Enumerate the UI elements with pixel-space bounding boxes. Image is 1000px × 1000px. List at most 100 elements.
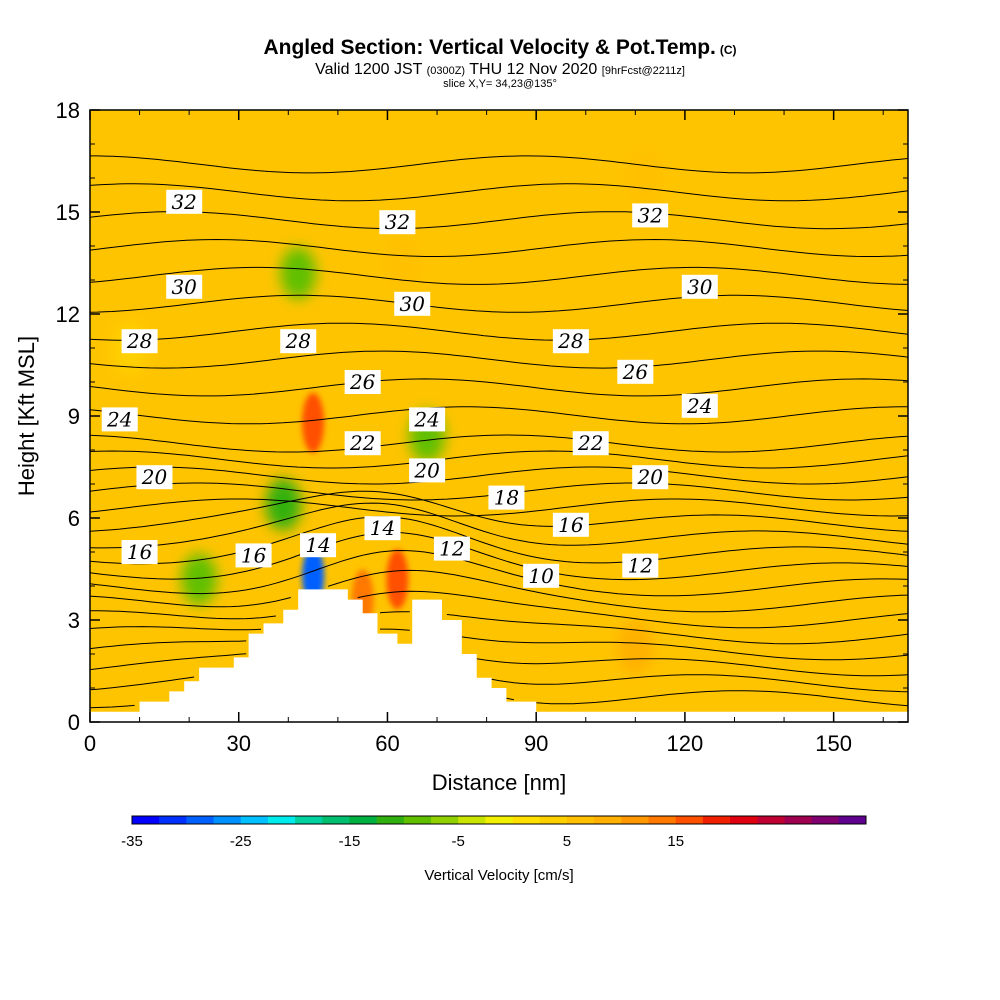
velocity-feature xyxy=(265,478,302,531)
theta-contour xyxy=(90,549,908,597)
colorbar-label: Vertical Velocity [cm/s] xyxy=(424,867,573,884)
colorbar-swatch xyxy=(811,816,840,824)
theta-contour xyxy=(90,590,908,629)
colorbar-swatch xyxy=(349,816,378,824)
plot-area xyxy=(90,110,908,722)
contour-label: 20 xyxy=(136,465,173,490)
title-text: Angled Section: Vertical Velocity & Pot.… xyxy=(263,36,716,59)
axes: 0 30 60 90 120 150 0 3 6 9 12 15 18 xyxy=(56,98,908,756)
svg-text:18: 18 xyxy=(494,486,519,510)
svg-text:16: 16 xyxy=(127,540,153,564)
y-tick-label: 15 xyxy=(56,200,80,225)
svg-text:26: 26 xyxy=(622,360,649,384)
title-units: (C) xyxy=(719,43,737,57)
svg-text:24: 24 xyxy=(686,394,712,418)
svg-text:26: 26 xyxy=(349,370,376,394)
svg-text:32: 32 xyxy=(637,203,662,227)
y-tick-label: 0 xyxy=(68,710,80,735)
svg-text:20: 20 xyxy=(413,458,440,482)
theta-contour xyxy=(90,350,908,369)
colorbar-swatch xyxy=(240,816,269,824)
contour-label: 14 xyxy=(364,516,401,541)
colorbar-swatch xyxy=(267,816,296,824)
velocity-feature xyxy=(384,237,421,289)
y-axis-label: Height [Kft MSL] xyxy=(14,336,39,496)
colorbar-swatch xyxy=(512,816,541,824)
svg-text:16: 16 xyxy=(558,513,584,537)
svg-text:24: 24 xyxy=(106,407,132,431)
terrain xyxy=(90,589,908,722)
theta-contour xyxy=(90,516,908,565)
colorbar-tick-label: -25 xyxy=(230,833,252,850)
velocity-feature xyxy=(181,553,218,606)
y-tick-label: 18 xyxy=(56,98,80,123)
theta-contour xyxy=(90,628,908,661)
svg-text:28: 28 xyxy=(126,329,152,353)
contour-label: 16 xyxy=(121,540,158,564)
velocity-feature xyxy=(627,152,664,204)
colorbar-tick-label: 15 xyxy=(667,833,684,850)
contour-label: 28 xyxy=(280,329,317,354)
svg-text:10: 10 xyxy=(528,564,554,588)
contour-label: 24 xyxy=(681,393,718,418)
svg-text:14: 14 xyxy=(305,533,330,557)
contour-label: 16 xyxy=(235,543,272,568)
colorbar-swatch xyxy=(730,816,758,824)
colorbar-swatch xyxy=(757,816,785,824)
svg-text:20: 20 xyxy=(636,465,663,489)
velocity-feature xyxy=(617,621,654,674)
colorbar: -35 -25 -15 -5 5 15 xyxy=(121,815,867,850)
colorbar-swatch xyxy=(539,816,568,824)
colorbar-swatch xyxy=(376,816,405,824)
contour-label: 14 xyxy=(300,533,337,558)
svg-text:24: 24 xyxy=(413,407,439,431)
svg-text:14: 14 xyxy=(370,516,395,540)
svg-text:28: 28 xyxy=(284,329,310,353)
contour-label: 26 xyxy=(344,370,381,394)
theta-contour xyxy=(90,466,908,485)
colorbar-swatch xyxy=(675,816,704,824)
contour-label: 22 xyxy=(572,431,609,456)
x-tick-label: 120 xyxy=(667,731,704,756)
y-tick-label: 9 xyxy=(68,404,80,429)
colorbar-swatch xyxy=(566,816,595,824)
valid-date: THU 12 Nov 2020 xyxy=(469,61,598,78)
contour-labels: 32 32 32 30 30 30 28 28 28 26 26 24 24 24 22 22 20 20 20 18… xyxy=(101,189,718,588)
contour-label: 24 xyxy=(409,407,446,432)
svg-text:32: 32 xyxy=(385,210,410,234)
svg-text:32: 32 xyxy=(171,190,196,214)
theta-contours xyxy=(90,155,908,709)
contour-label: 12 xyxy=(433,536,470,561)
velocity-feature xyxy=(386,549,409,610)
contour-label: 16 xyxy=(552,512,589,537)
theta-contour xyxy=(90,155,908,174)
colorbar-tick-label: -35 xyxy=(121,833,143,850)
y-tick-label: 3 xyxy=(68,608,80,633)
theta-contour xyxy=(90,611,908,645)
velocity-feature xyxy=(280,247,317,300)
svg-text:22: 22 xyxy=(349,431,375,455)
theta-contour xyxy=(90,674,908,693)
contour-label: 28 xyxy=(121,329,158,354)
colorbar-swatch xyxy=(838,816,867,824)
colorbar-swatch xyxy=(621,816,650,824)
colorbar-swatch xyxy=(594,816,622,824)
colorbar-swatch xyxy=(702,816,731,824)
slice-info: slice X,Y= 34,23@135° xyxy=(443,78,557,90)
theta-contour xyxy=(90,450,908,469)
x-tick-label: 90 xyxy=(524,731,548,756)
contour-label: 18 xyxy=(488,485,525,510)
colorbar-swatch xyxy=(213,816,242,824)
svg-text:30: 30 xyxy=(400,292,426,316)
svg-text:22: 22 xyxy=(577,431,603,455)
contour-label: 20 xyxy=(409,458,446,483)
colorbar-swatch xyxy=(784,816,813,824)
colorbar-swatch xyxy=(186,816,215,824)
colorbar-swatch xyxy=(458,816,486,824)
contour-label: 32 xyxy=(632,203,669,228)
contour-label: 12 xyxy=(622,553,659,578)
contour-label: 32 xyxy=(166,189,203,214)
svg-text:30: 30 xyxy=(687,275,713,299)
theta-contour xyxy=(90,569,908,613)
